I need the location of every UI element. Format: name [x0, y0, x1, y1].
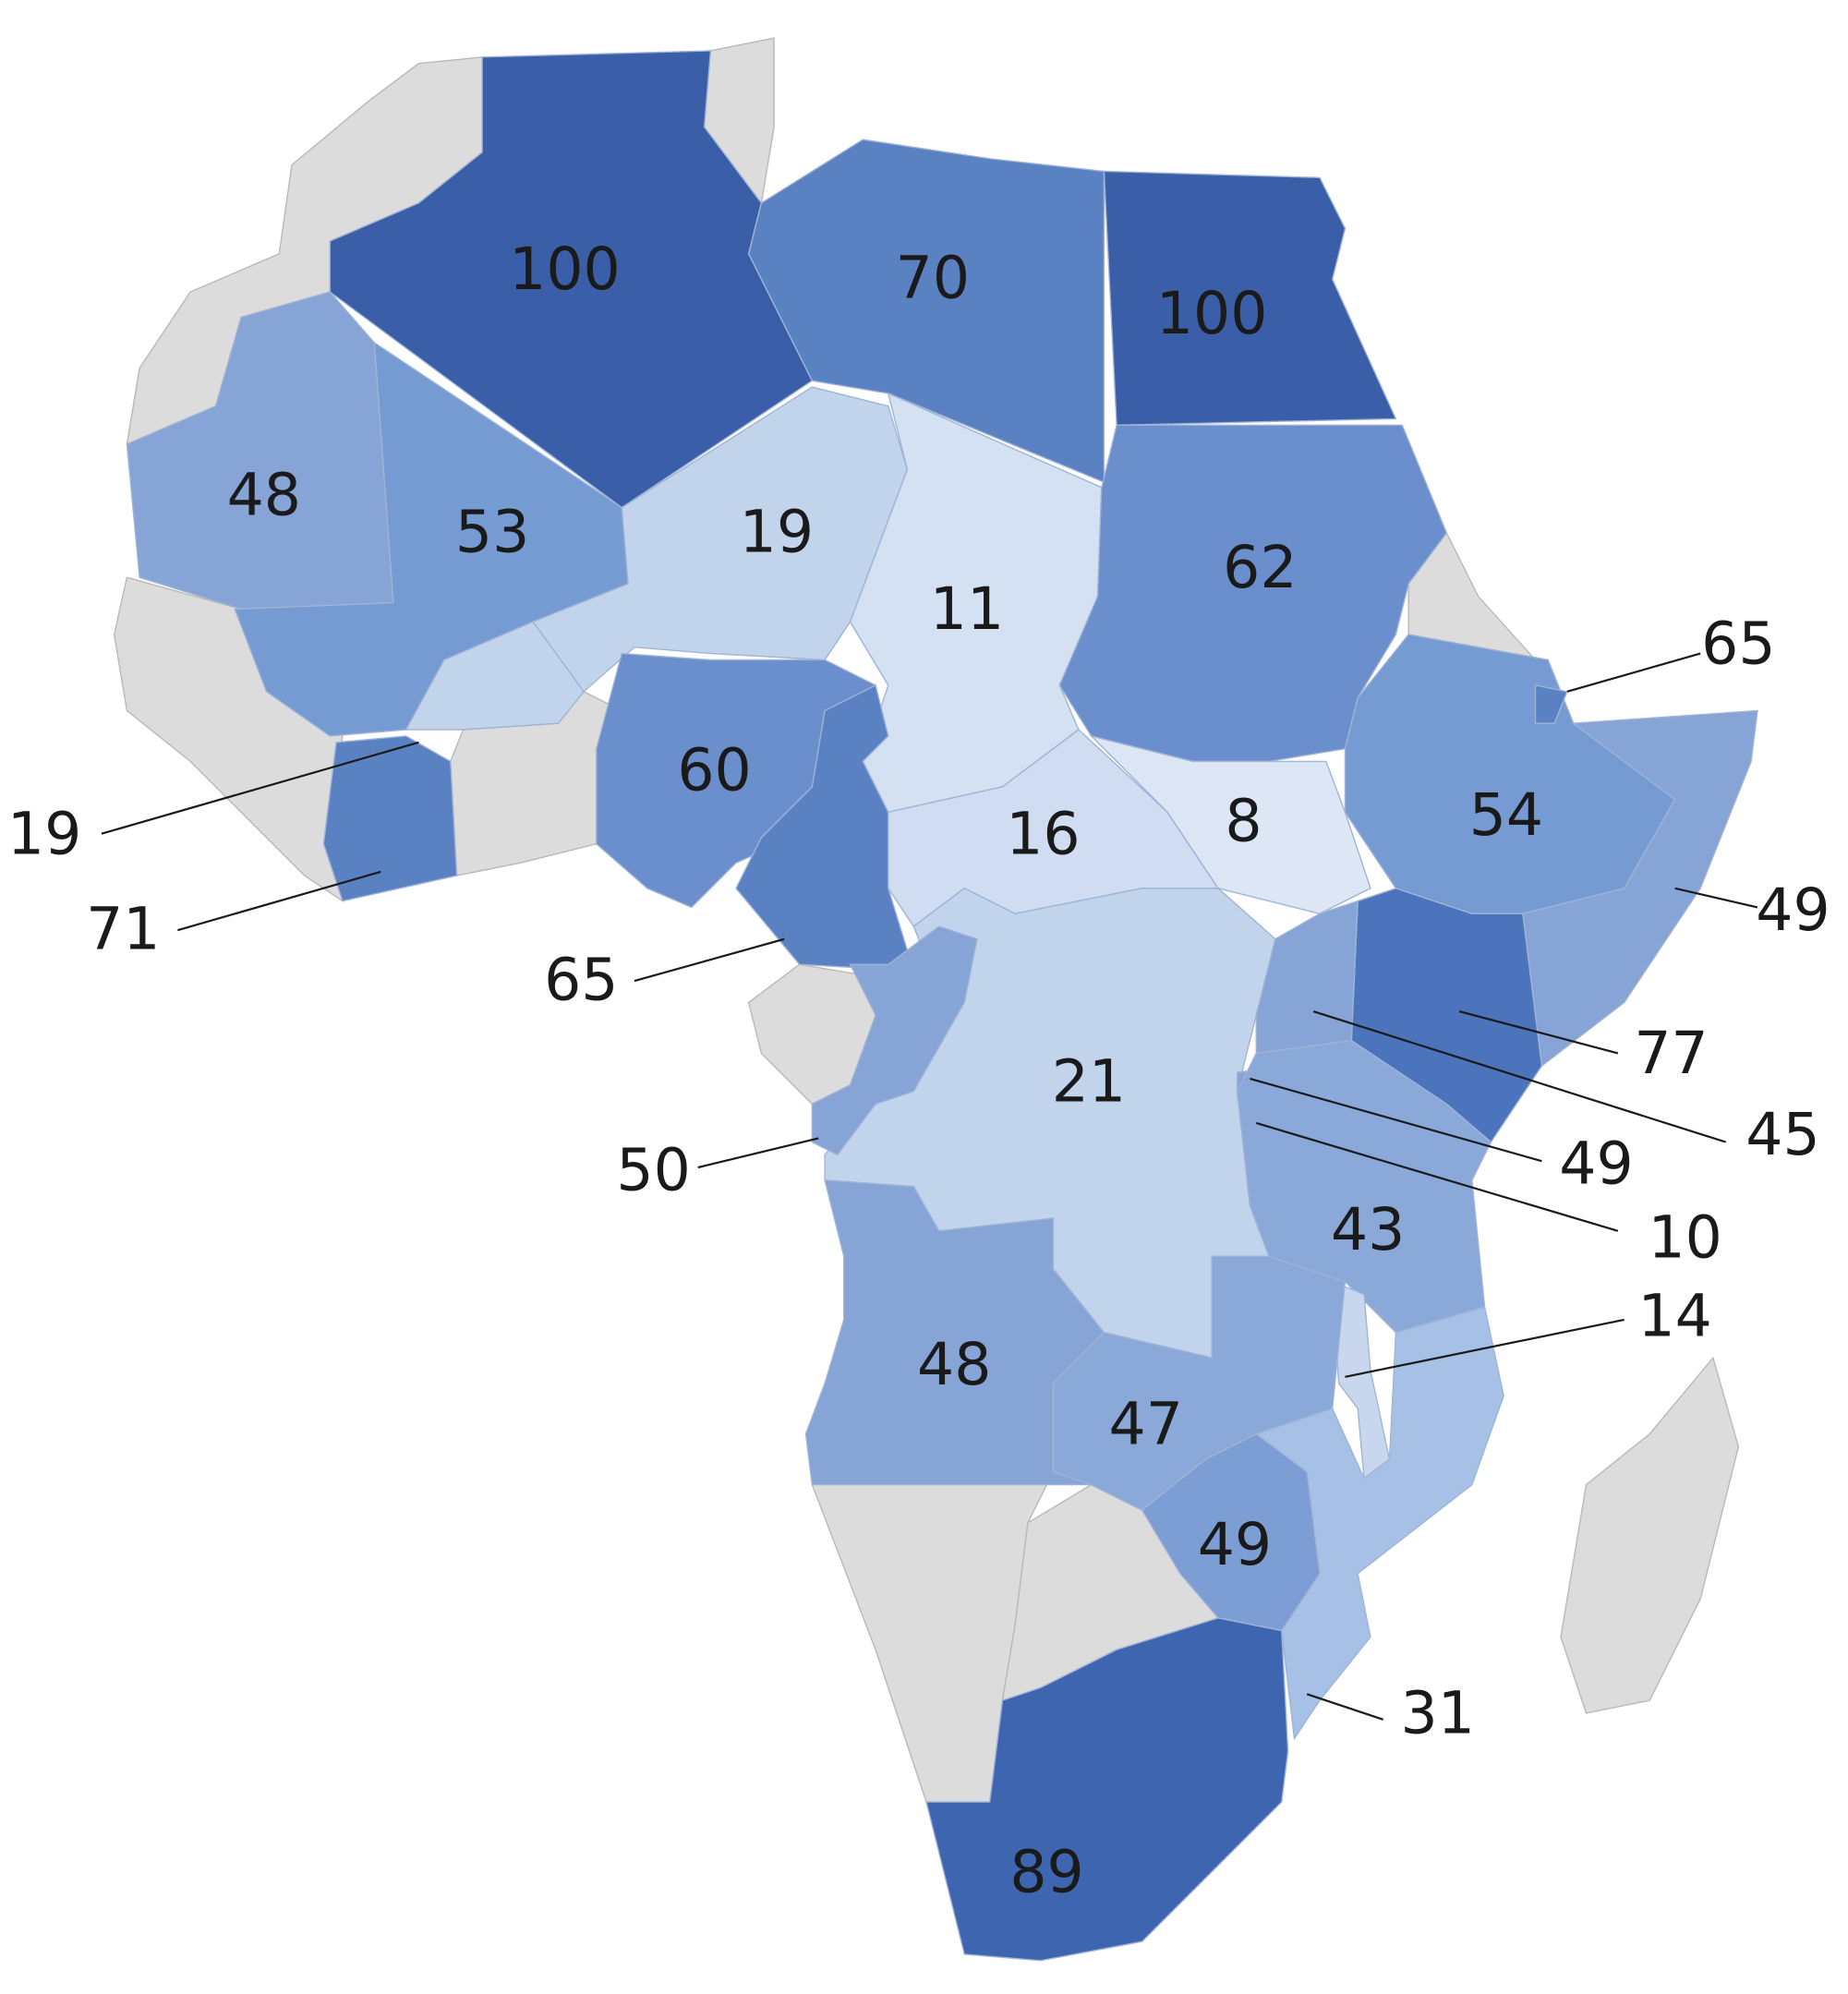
- value-label: 11: [930, 574, 1004, 643]
- value-label: 16: [1006, 799, 1080, 867]
- region: [1255, 900, 1359, 1055]
- leader-line: [1250, 1077, 1542, 1163]
- value-label: 31: [1401, 1679, 1475, 1747]
- region: [1141, 1432, 1321, 1632]
- leader-line: [1312, 1010, 1726, 1143]
- value-label: 14: [1637, 1282, 1711, 1350]
- region: [1522, 709, 1758, 1068]
- leader-line: [1255, 1121, 1619, 1232]
- value-label: 47: [1109, 1389, 1183, 1457]
- region: [322, 735, 458, 902]
- value-label: 54: [1469, 780, 1543, 849]
- leader-line: [697, 1137, 819, 1169]
- value-label: 71: [86, 894, 160, 962]
- leader-line: [177, 870, 381, 932]
- value-label: 70: [896, 244, 970, 312]
- value-label: 49: [1198, 1510, 1272, 1578]
- value-label: 62: [1223, 533, 1297, 601]
- value-label: 53: [455, 497, 529, 565]
- leader-line: [101, 741, 419, 835]
- value-label: 49: [1756, 876, 1830, 944]
- value-label: 60: [677, 736, 751, 804]
- region: [1058, 424, 1448, 763]
- region: [1254, 1306, 1504, 1741]
- value-label: 50: [616, 1136, 690, 1204]
- value-label: 48: [227, 461, 301, 529]
- value-label: 89: [1009, 1837, 1083, 1905]
- region: [925, 1617, 1289, 1962]
- region: [405, 621, 585, 731]
- land-no-data: [1560, 1356, 1740, 1714]
- region: [1344, 634, 1676, 914]
- value-label: 100: [1156, 279, 1268, 347]
- leader-line: [634, 937, 785, 983]
- region: [329, 50, 814, 509]
- region: [1089, 734, 1371, 915]
- value-label: 21: [1052, 1046, 1126, 1115]
- leader-line: [1566, 652, 1701, 693]
- value-label: 48: [917, 1330, 991, 1398]
- region: [532, 386, 909, 693]
- value-label: 77: [1634, 1019, 1708, 1087]
- region: [804, 1179, 1105, 1486]
- value-label: 49: [1559, 1130, 1633, 1198]
- value-label: 10: [1648, 1202, 1721, 1271]
- value-label: 65: [1701, 609, 1775, 677]
- value-label: 19: [740, 497, 814, 565]
- leader-line: [1306, 1693, 1384, 1721]
- leader-line: [1345, 1318, 1625, 1378]
- value-label: 19: [7, 799, 81, 867]
- region: [735, 683, 915, 972]
- value-label: 65: [544, 945, 618, 1013]
- region: [1534, 684, 1568, 724]
- value-label: 8: [1225, 787, 1262, 855]
- value-label: 45: [1745, 1100, 1819, 1168]
- value-label: 43: [1331, 1195, 1405, 1263]
- region: [811, 925, 978, 1156]
- value-label: 100: [509, 235, 621, 303]
- leader-line: [1674, 887, 1758, 909]
- leader-line: [1458, 1010, 1619, 1055]
